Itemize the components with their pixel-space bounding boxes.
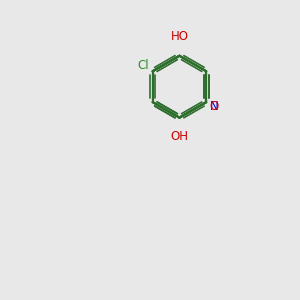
Text: Cl: Cl — [137, 59, 149, 72]
Text: HO: HO — [170, 29, 188, 43]
Text: O: O — [209, 100, 218, 113]
Text: N: N — [209, 100, 218, 113]
Text: OH: OH — [170, 130, 188, 143]
